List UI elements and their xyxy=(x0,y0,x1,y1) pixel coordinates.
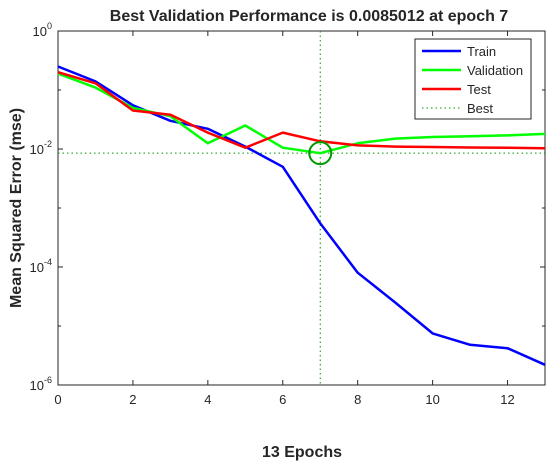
legend-box xyxy=(414,38,532,120)
y-tick-label: 100 xyxy=(33,21,52,39)
y-tick-label: 10-6 xyxy=(30,375,52,393)
y-axis-label: Mean Squared Error (mse) xyxy=(8,108,25,308)
plot-marks xyxy=(57,31,546,385)
x-axis-label: 13 Epochs xyxy=(262,444,342,461)
x-tick-label: 8 xyxy=(354,392,361,407)
y-tick-label: 10-2 xyxy=(30,139,52,157)
x-tick-label: 10 xyxy=(425,392,439,407)
y-tick-label: 10-4 xyxy=(30,257,52,275)
best-marker xyxy=(308,141,333,166)
x-tick-label: 0 xyxy=(54,392,61,407)
x-tick-label: 12 xyxy=(500,392,514,407)
plot-axes xyxy=(57,30,546,386)
x-tick-label: 6 xyxy=(279,392,286,407)
tick-labels: 0 2 4 6 8 10 12 100 10-2 10-4 10-6 xyxy=(30,21,515,407)
legend-label-test: Test xyxy=(467,82,491,97)
legend: Train Validation Test Best xyxy=(414,38,532,120)
series-line-validation xyxy=(57,72,546,155)
series-line-test xyxy=(57,71,546,150)
legend-label-best: Best xyxy=(467,101,493,116)
legend-label-train: Train xyxy=(467,44,496,59)
x-tick-label: 2 xyxy=(129,392,136,407)
chart-title: Best Validation Performance is 0.0085012… xyxy=(110,8,509,25)
legend-label-validation: Validation xyxy=(467,63,523,78)
series-line-train xyxy=(57,65,546,366)
x-tick-label: 4 xyxy=(204,392,211,407)
